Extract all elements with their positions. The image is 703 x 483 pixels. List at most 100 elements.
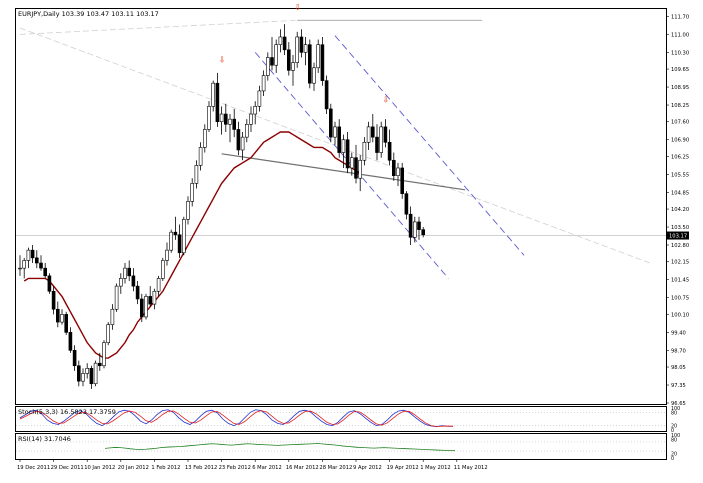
candle-body <box>123 267 127 279</box>
price-tick-label: 108.25 <box>671 103 689 109</box>
candle-body <box>341 139 346 153</box>
candle-body <box>106 324 110 343</box>
candle-body <box>156 278 161 292</box>
price-tick-label: 97.35 <box>671 383 686 389</box>
price-tick-label: 96.65 <box>671 401 686 407</box>
price-tick-label: 108.95 <box>671 85 689 91</box>
stoch-title: Stoch(5,3,3) 16.5823 17.3759 <box>18 408 116 416</box>
current-price-label: 103.17 <box>669 234 687 240</box>
candle-body <box>257 90 262 107</box>
neckline <box>221 153 466 191</box>
candle-body <box>207 106 211 130</box>
candle-body <box>337 126 342 153</box>
candle-body <box>387 141 392 161</box>
candle-body <box>64 314 68 333</box>
candle-body <box>333 126 337 138</box>
price-tick-label: 100.10 <box>671 312 689 318</box>
candle-body <box>144 296 148 318</box>
date-tick-label: 20 Jan 2012 <box>118 465 149 471</box>
rsi-tick-label: 80 <box>671 438 677 444</box>
date-tick-label: 16 Mar 2012 <box>286 465 319 471</box>
rsi-tick-label: 20 <box>671 451 677 457</box>
date-tick-label: 19 Dec 2011 <box>17 465 50 471</box>
date-tick-label: 11 May 2012 <box>454 465 488 471</box>
candle-body <box>173 231 178 236</box>
candle-body <box>161 260 165 279</box>
candle-body <box>291 62 295 71</box>
candle-body <box>198 147 203 166</box>
ohlc-readout: 103.39 103.47 103.11 103.17 <box>61 10 159 18</box>
candle-body <box>89 368 94 385</box>
date-tick-label: 29 Dec 2011 <box>51 465 84 471</box>
candle-body <box>152 290 157 305</box>
candle-body <box>358 159 363 179</box>
candle-body <box>190 183 194 202</box>
candle-body <box>375 136 379 153</box>
candle-body <box>295 36 300 63</box>
candle-body <box>362 141 367 161</box>
date-tick-label: 9 Apr 2012 <box>353 465 382 471</box>
price-tick-label: 105.55 <box>671 172 689 178</box>
candle-body <box>114 285 119 310</box>
candle-body <box>93 362 98 385</box>
candle-body <box>77 365 81 382</box>
date-tick-label: 6 Mar 2012 <box>252 465 282 471</box>
date-tick-label: 10 Jan 2012 <box>84 465 115 471</box>
rsi-tick-label: 0 <box>671 456 674 462</box>
candle-body <box>55 308 60 323</box>
candle-body <box>30 249 35 259</box>
stoch-signal-line <box>19 410 454 427</box>
candle-body <box>253 106 257 115</box>
price-tick-label: 103.50 <box>671 225 689 231</box>
candle-body <box>219 113 224 123</box>
axis-labels-layer: 111.70 111.00 110.30 109.65 108.95 108.25 107.… <box>17 14 689 471</box>
stoch-lines-layer <box>19 409 454 428</box>
candle-body <box>110 308 115 325</box>
candle-body <box>135 285 140 300</box>
candle-body <box>177 234 182 254</box>
moving-average-layer <box>23 131 361 359</box>
price-tick-label: 111.70 <box>671 14 689 20</box>
candle-body <box>215 82 220 123</box>
candle-body <box>60 314 64 323</box>
date-tick-label: 23 Feb 2012 <box>219 465 251 471</box>
date-tick-label: 1 Feb 2012 <box>151 465 180 471</box>
candle-body <box>47 275 52 292</box>
candle-body <box>370 126 375 138</box>
stoch-tick-label: 100 <box>671 406 680 412</box>
price-tick-label: 98.70 <box>671 348 686 354</box>
candle-body <box>43 267 48 277</box>
candle-body <box>421 229 426 236</box>
candle-body <box>186 201 190 220</box>
candle-body <box>39 262 43 269</box>
candle-body <box>391 159 396 176</box>
candle-body <box>349 157 354 169</box>
candle-body <box>211 82 215 107</box>
candle-body <box>232 118 236 130</box>
candle-body <box>379 126 384 153</box>
candle-body <box>240 136 245 151</box>
date-tick-label: 19 Apr 2012 <box>387 465 419 471</box>
candle-body <box>270 57 274 66</box>
candle-body <box>131 275 136 287</box>
candle-body <box>274 44 279 66</box>
stoch-tick-label: 80 <box>671 410 677 416</box>
price-tick-label: 101.45 <box>671 278 689 284</box>
candle-body <box>286 49 291 71</box>
candle-body <box>98 362 102 367</box>
candle-body <box>249 113 253 125</box>
price-tick-label: 104.20 <box>671 207 689 213</box>
candle-body <box>22 260 27 269</box>
rsi-panel-frame <box>15 433 667 460</box>
price-tick-label: 110.30 <box>671 50 689 56</box>
peak-arrow-icon: ⇩ <box>294 3 301 12</box>
chart-header: EURJPY,Daily 103.39 103.47 103.11 103.17 <box>18 10 159 18</box>
candle-body <box>307 44 312 84</box>
candle-body <box>408 213 413 238</box>
candle-body <box>224 113 228 125</box>
rsi-line-layer <box>104 443 456 452</box>
price-tick-label: 99.40 <box>671 330 686 336</box>
peak-arrow-icon: ⇩ <box>219 56 226 65</box>
